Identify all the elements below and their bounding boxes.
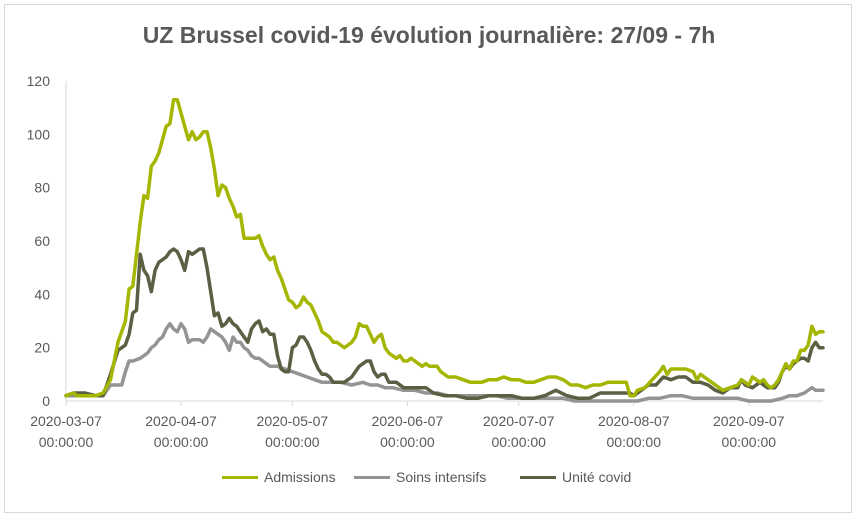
y-tick-label: 100 [27, 126, 51, 142]
chart-frame [4, 4, 852, 513]
legend-item-unite-covid: Unité covid [520, 469, 631, 485]
x-tick-label-date: 2020-06-07 [372, 413, 444, 429]
x-tick-label-time: 00:00:00 [265, 434, 320, 450]
legend-swatch-soins-intensifs [354, 475, 390, 479]
x-tick-label-date: 2020-07-07 [483, 413, 555, 429]
x-tick-label-time: 00:00:00 [722, 434, 777, 450]
y-tick-label: 20 [34, 340, 50, 356]
x-tick-label-time: 00:00:00 [39, 434, 94, 450]
legend-swatch-admissions [222, 475, 258, 479]
y-tick-label: 120 [27, 73, 51, 89]
x-tick-label-time: 00:00:00 [154, 434, 209, 450]
y-tick-label: 0 [42, 393, 50, 409]
series-line-soins-intensifs [64, 321, 825, 403]
legend-item-soins-intensifs: Soins intensifs [354, 469, 486, 485]
y-tick-label: 60 [34, 233, 50, 249]
x-tick-label-date: 2020-04-07 [145, 413, 217, 429]
x-tick-label-date: 2020-08-07 [598, 413, 670, 429]
y-tick-label: 80 [34, 180, 50, 196]
series-line-unite-covid [64, 247, 825, 401]
x-tick-label-date: 2020-09-07 [713, 413, 785, 429]
y-tick-label: 40 [34, 286, 50, 302]
x-tick-label-date: 2020-05-07 [257, 413, 329, 429]
legend-label-admissions: Admissions [264, 469, 336, 485]
x-tick-label-time: 00:00:00 [491, 434, 546, 450]
x-tick-label-time: 00:00:00 [607, 434, 662, 450]
legend-item-admissions: Admissions [222, 469, 336, 485]
chart-title: UZ Brussel covid-19 évolution journalièr… [142, 22, 716, 48]
x-tick-label-date: 2020-03-07 [30, 413, 102, 429]
x-tick-label-time: 00:00:00 [380, 434, 435, 450]
legend-label-soins-intensifs: Soins intensifs [396, 469, 487, 485]
legend-label-unite-covid: Unité covid [562, 469, 632, 485]
chart-legend: Admissions Soins intensifs Unité covid [0, 469, 858, 489]
legend-swatch-unite-covid [520, 475, 556, 479]
series-line-admissions [64, 97, 825, 398]
